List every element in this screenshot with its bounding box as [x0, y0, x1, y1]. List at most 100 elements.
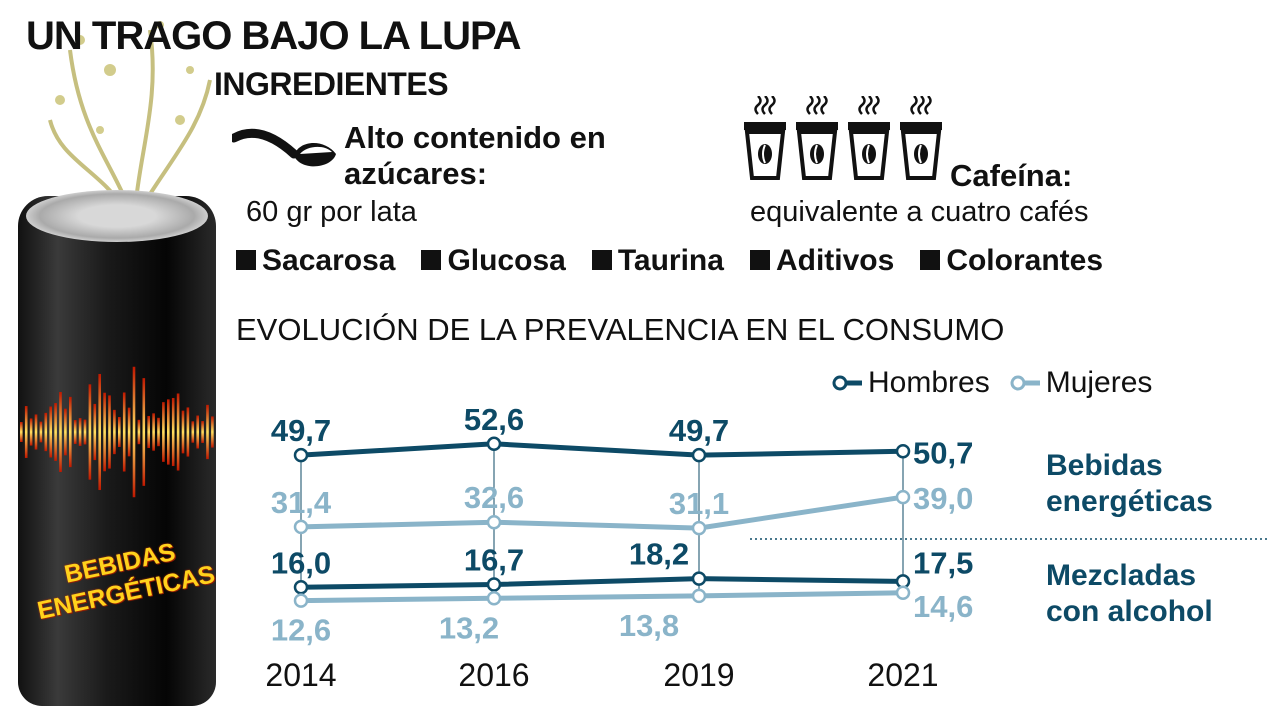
wave-bar — [34, 414, 38, 450]
wave-bar — [44, 412, 48, 452]
legend-marker-hombres-icon — [832, 375, 862, 391]
wave-bar — [196, 415, 199, 449]
sugar-title-line1: Alto contenido en — [344, 120, 606, 155]
data-label: 52,6 — [464, 402, 524, 437]
bullet-square-icon — [591, 250, 612, 271]
wave-bar — [152, 413, 155, 451]
data-point — [293, 580, 309, 595]
legend-label: Mujeres — [1045, 366, 1153, 399]
data-label: 49,7 — [271, 413, 331, 448]
data-point — [486, 514, 502, 530]
data-label: 31,4 — [271, 485, 332, 520]
wave-bar — [69, 396, 72, 468]
data-label: 17,5 — [913, 545, 973, 580]
wave-bar — [98, 373, 101, 491]
chart-legend: Hombres Mujeres — [830, 366, 1152, 400]
wave-bar — [88, 384, 92, 480]
wave-bar — [93, 403, 97, 461]
ingredient-label: Taurina — [617, 244, 724, 277]
wave-bar — [39, 421, 43, 443]
wave-bar — [191, 421, 195, 443]
wave-bar — [122, 392, 126, 472]
x-tick-label: 2019 — [663, 657, 734, 693]
data-point — [691, 520, 707, 536]
chart-title: EVOLUCIÓN DE LA PREVALENCIA EN EL CONSUM… — [236, 312, 1005, 347]
data-point — [895, 585, 911, 601]
data-label: 39,0 — [913, 481, 973, 516]
data-label: 18,2 — [629, 537, 689, 572]
wave-bar — [186, 407, 190, 457]
data-point — [691, 571, 707, 586]
group-label-line2: con alcohol — [1046, 595, 1213, 628]
wave-bar — [113, 409, 116, 455]
data-label: 49,7 — [669, 413, 729, 448]
bullet-square-icon — [236, 250, 256, 271]
wave-bar — [54, 403, 57, 461]
data-label: 16,7 — [464, 543, 524, 578]
series-line-hombres — [300, 576, 904, 590]
wave-bar — [157, 417, 160, 447]
wave-bar — [132, 366, 136, 498]
wave-bar — [83, 419, 87, 445]
data-point — [691, 588, 707, 604]
legend-label: Hombres — [868, 366, 990, 399]
wave-bar — [24, 406, 28, 458]
ingredient-item: Sacarosa — [236, 244, 395, 278]
sound-wave-graphic — [20, 366, 214, 498]
legend-item-hombres: Hombres — [830, 366, 990, 400]
data-point — [293, 519, 309, 535]
wave-bar — [181, 410, 185, 454]
data-point — [486, 577, 502, 592]
data-label: 16,0 — [271, 545, 331, 580]
bullet-square-icon — [920, 250, 941, 271]
data-point — [486, 436, 502, 452]
group-label-line1: Mezcladas — [1046, 559, 1197, 592]
data-label: 13,2 — [439, 610, 499, 645]
sugar-title: Alto contenido en azúcares: — [344, 120, 606, 192]
bullet-square-icon — [421, 250, 442, 271]
group-label-mezcladas: Mezcladas con alcohol — [1046, 558, 1213, 630]
legend-item-mujeres: Mujeres — [1008, 366, 1153, 400]
section-subtitle: INGREDIENTES — [214, 66, 449, 102]
wave-bar — [20, 422, 23, 442]
data-label: 31,1 — [669, 486, 729, 521]
ingredient-label: Glucosa — [447, 244, 566, 277]
spoon-icon — [232, 128, 336, 167]
data-point — [895, 444, 911, 459]
series-line-mujeres — [300, 494, 904, 531]
coffee-cup-icon — [744, 96, 786, 180]
ingredient-item: Aditivos — [749, 244, 895, 278]
wave-bar — [103, 392, 106, 472]
ingredient-label: Colorantes — [946, 244, 1104, 277]
data-point — [486, 591, 502, 606]
wave-bar — [147, 415, 150, 449]
wave-bar — [78, 418, 82, 446]
wave-bar — [73, 420, 77, 444]
wave-bar — [137, 419, 141, 445]
coffee-cup-icon — [900, 96, 942, 180]
legend-marker-mujeres-icon — [1010, 375, 1040, 391]
wave-bar — [64, 408, 67, 456]
group-label-line1: Bebidas — [1046, 449, 1163, 482]
caffeine-title: Cafeína: — [950, 158, 1073, 193]
ingredient-item: Colorantes — [920, 244, 1103, 278]
coffee-cups — [742, 96, 944, 182]
data-label: 50,7 — [913, 435, 973, 470]
wave-bar — [59, 391, 62, 473]
ingredient-label: Aditivos — [775, 244, 895, 277]
wave-bar — [201, 421, 204, 443]
group-label-bebidas: Bebidas energéticas — [1046, 448, 1213, 520]
x-tick-label: 2016 — [458, 657, 529, 693]
sugar-title-line2: azúcares: — [344, 156, 488, 191]
x-tick-label: 2014 — [265, 657, 336, 693]
series-line-hombres — [300, 441, 904, 458]
data-label: 13,8 — [619, 608, 679, 643]
wave-bar — [127, 407, 131, 457]
ingredient-item: Taurina — [591, 244, 724, 278]
ingredient-label: Sacarosa — [262, 244, 396, 277]
data-point — [691, 447, 707, 463]
coffee-cup-icon — [848, 96, 890, 180]
wave-bar — [49, 406, 52, 458]
page-title: UN TRAGO BAJO LA LUPA — [26, 14, 522, 58]
